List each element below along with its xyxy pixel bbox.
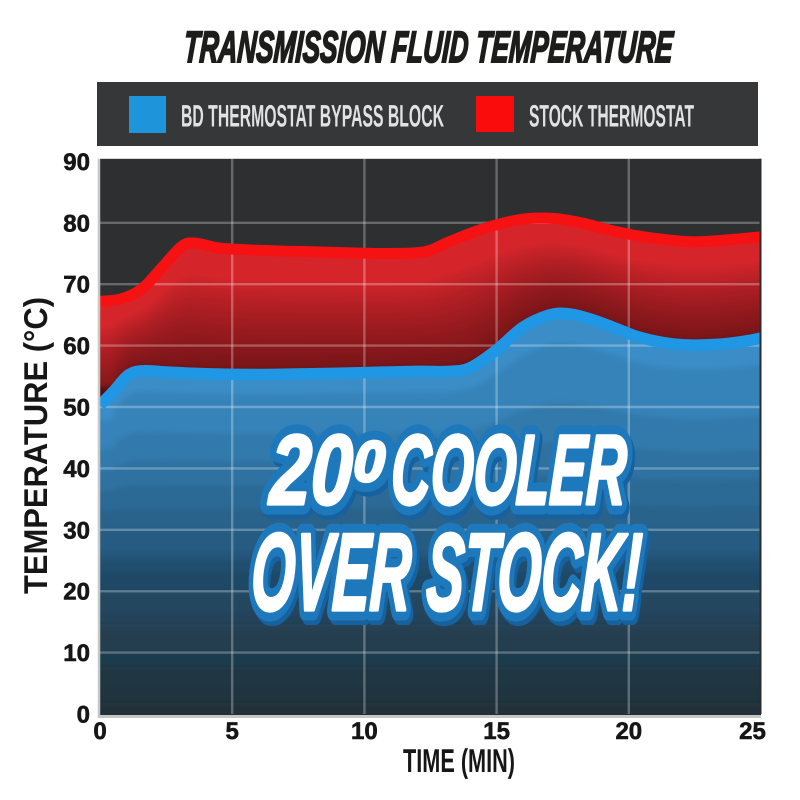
svg-text:20: 20 bbox=[269, 419, 357, 530]
svg-text:25: 25 bbox=[739, 718, 766, 745]
svg-text:10: 10 bbox=[63, 640, 90, 667]
svg-text:70: 70 bbox=[63, 272, 90, 299]
svg-text:50: 50 bbox=[63, 395, 90, 422]
svg-text:TIME (MIN): TIME (MIN) bbox=[403, 742, 515, 779]
svg-text:90: 90 bbox=[63, 149, 90, 176]
svg-text:0: 0 bbox=[352, 430, 386, 494]
svg-text:20: 20 bbox=[63, 579, 90, 606]
svg-text:0: 0 bbox=[77, 702, 90, 729]
svg-text:TEMPERATURE (°C): TEMPERATURE (°C) bbox=[17, 297, 54, 594]
svg-text:40: 40 bbox=[63, 456, 90, 483]
svg-text:COOLER: COOLER bbox=[389, 414, 629, 525]
svg-text:BD THERMOSTAT BYPASS BLOCK: BD THERMOSTAT BYPASS BLOCK bbox=[181, 99, 444, 134]
svg-text:0: 0 bbox=[93, 718, 106, 745]
svg-text:30: 30 bbox=[63, 517, 90, 544]
svg-text:TRANSMISSION FLUID TEMPERATURE: TRANSMISSION FLUID TEMPERATURE bbox=[182, 23, 675, 72]
svg-text:20: 20 bbox=[267, 414, 355, 525]
svg-text:20: 20 bbox=[267, 414, 355, 525]
svg-text:OVER STOCK!: OVER STOCK! bbox=[249, 511, 644, 634]
svg-text:10: 10 bbox=[351, 718, 378, 745]
svg-text:STOCK THERMOSTAT: STOCK THERMOSTAT bbox=[529, 99, 694, 134]
svg-text:5: 5 bbox=[226, 718, 239, 745]
svg-text:COOLER: COOLER bbox=[389, 414, 629, 525]
svg-text:OVER STOCK!: OVER STOCK! bbox=[251, 516, 646, 639]
svg-text:COOLER: COOLER bbox=[392, 419, 632, 530]
svg-text:OVER STOCK!: OVER STOCK! bbox=[249, 511, 644, 634]
svg-text:80: 80 bbox=[63, 210, 90, 237]
svg-text:60: 60 bbox=[63, 333, 90, 360]
svg-text:15: 15 bbox=[483, 718, 510, 745]
svg-text:20: 20 bbox=[615, 718, 642, 745]
